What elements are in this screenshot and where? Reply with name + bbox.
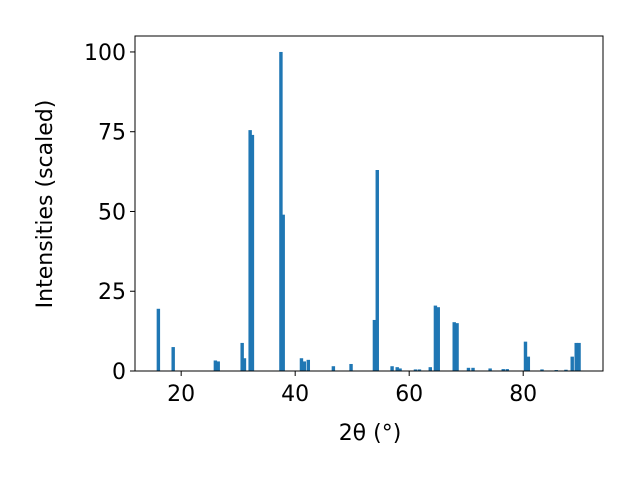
bar [526, 356, 531, 371]
bar [390, 366, 394, 371]
bar [281, 214, 285, 371]
y-tick-label: 50 [98, 200, 126, 225]
bar [395, 367, 399, 371]
bar [250, 134, 255, 371]
bar [574, 342, 578, 371]
bar [413, 369, 418, 371]
bar [577, 342, 581, 371]
y-tick-label: 25 [98, 280, 126, 305]
bar [213, 360, 218, 371]
bar [398, 368, 402, 371]
x-tick-label: 80 [509, 382, 537, 407]
bar [417, 369, 422, 371]
bar [570, 356, 574, 371]
bar [433, 305, 438, 371]
bar [216, 361, 220, 371]
bar [372, 319, 377, 371]
bar [349, 363, 353, 371]
bar [302, 361, 307, 371]
y-tick-label: 75 [98, 121, 126, 146]
bar [171, 347, 175, 371]
bar [471, 367, 475, 371]
bar [299, 358, 304, 371]
bar [331, 366, 336, 371]
bar [523, 341, 528, 371]
bar [248, 130, 252, 371]
y-tick-label: 100 [84, 41, 126, 66]
bar [501, 369, 505, 371]
bar [488, 368, 492, 371]
x-tick-label: 40 [281, 382, 309, 407]
y-axis-label: Intensities (scaled) [33, 100, 58, 309]
plot-frame [134, 35, 604, 372]
bar [240, 342, 244, 371]
y-tick-label: 0 [112, 360, 126, 385]
bar [306, 359, 311, 371]
bar [375, 170, 379, 371]
bar [466, 367, 471, 371]
bar [242, 358, 247, 371]
bar [436, 307, 440, 371]
x-tick-label: 60 [395, 382, 423, 407]
bar [540, 369, 544, 371]
bar [455, 323, 459, 371]
bar [428, 367, 432, 371]
x-tick-label: 20 [167, 382, 195, 407]
bar [564, 369, 568, 371]
bar [452, 322, 456, 371]
bar [156, 308, 161, 371]
x-axis-label: 2θ (°) [339, 421, 402, 446]
bar [279, 51, 283, 371]
bar [505, 369, 509, 371]
